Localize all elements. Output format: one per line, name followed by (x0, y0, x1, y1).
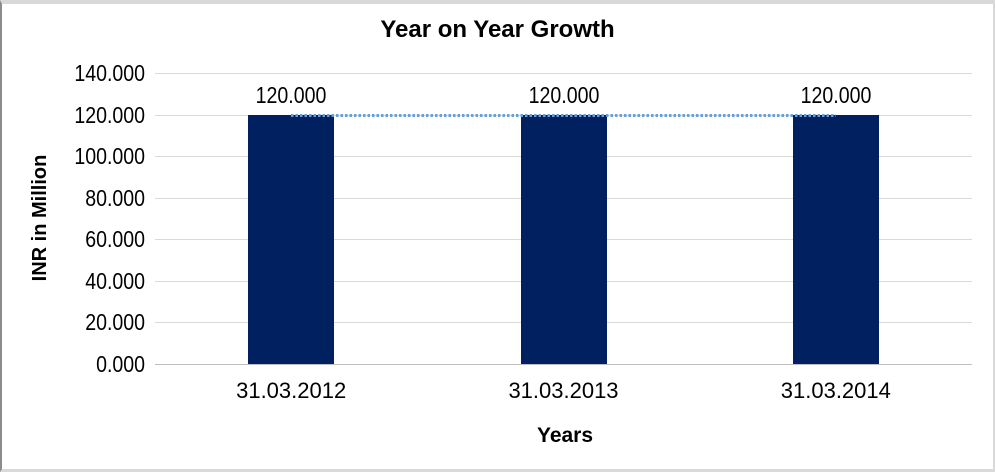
y-tick-label: 140.000 (74, 60, 145, 86)
y-tick-label: 0.000 (96, 351, 145, 377)
x-axis-title: Years (536, 424, 594, 447)
x-axis-line (155, 364, 972, 365)
bar-value-label: 120.000 (255, 81, 327, 108)
y-tick-label: 20.000 (85, 309, 145, 336)
y-tick-label: 80.000 (85, 184, 145, 211)
x-tick-label: 31.03.2012 (236, 378, 347, 403)
bar (248, 114, 335, 364)
bar-value-label: 120.000 (528, 81, 599, 108)
y-tick-label: 120.000 (74, 101, 145, 128)
x-tick-label: 31.03.2014 (780, 378, 891, 403)
trendline (291, 113, 836, 117)
bar (792, 114, 879, 364)
y-axis-title: INR in Million (29, 154, 51, 282)
bar-value-label: 120.000 (800, 81, 872, 108)
chart-title: Year on Year Growth (380, 16, 615, 43)
plot-area: 120.000 120.000 120.000 (155, 73, 972, 365)
y-tick-label: 40.000 (85, 267, 145, 294)
y-tick-label: 100.000 (74, 143, 145, 170)
bar (520, 114, 607, 364)
y-tick-label: 60.000 (85, 226, 145, 253)
x-tick-label: 31.03.2013 (508, 378, 619, 403)
gridline (155, 73, 972, 74)
